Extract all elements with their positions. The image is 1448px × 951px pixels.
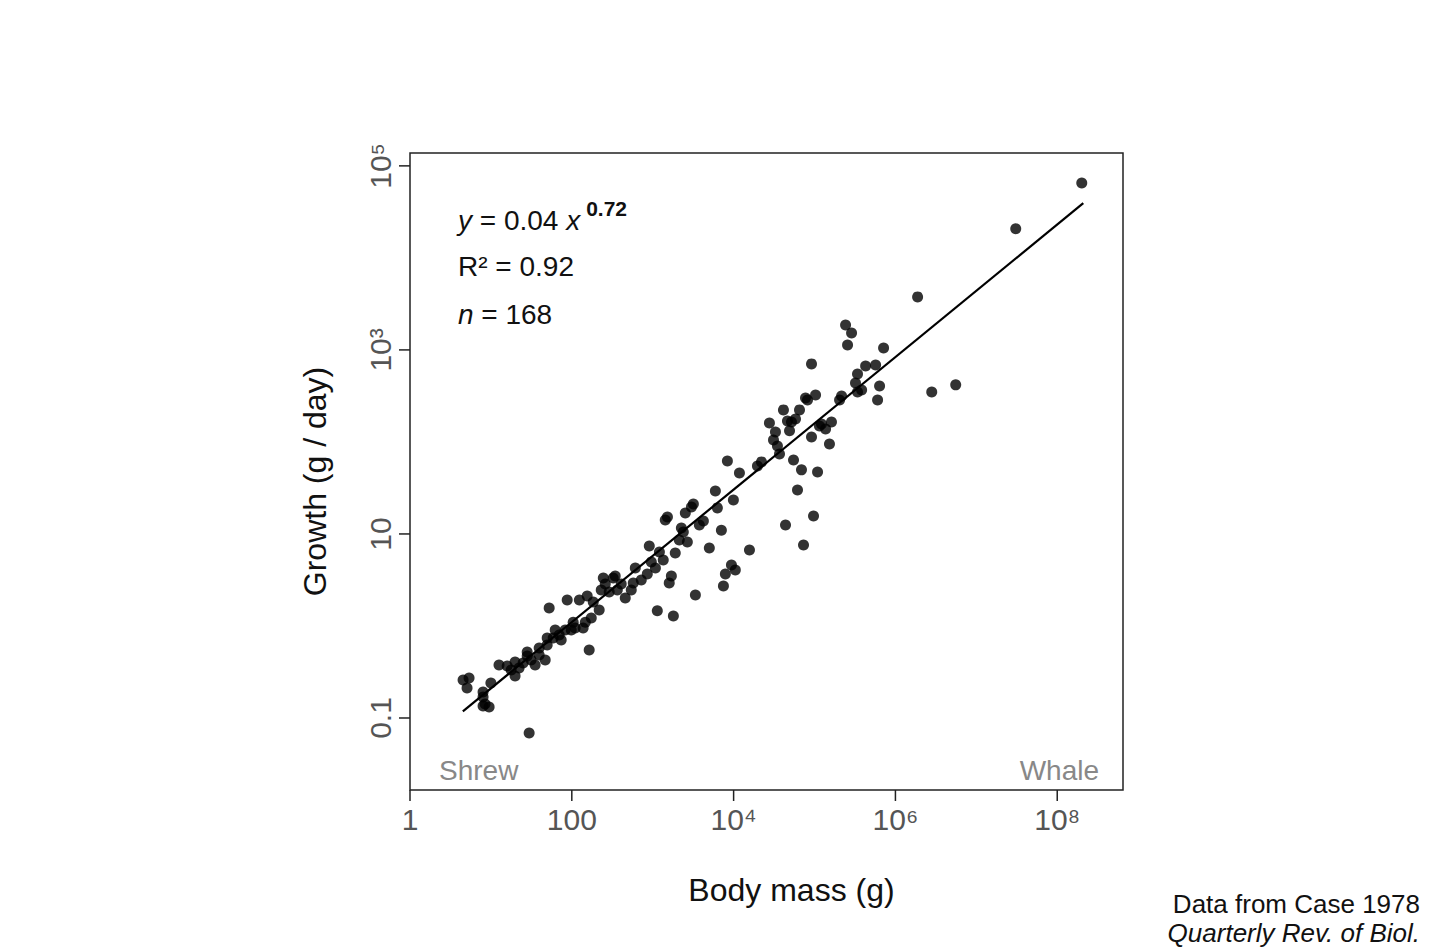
svg-text:n: n	[458, 299, 474, 330]
svg-text:y: y	[458, 204, 472, 236]
svg-text:10⁸: 10⁸	[1034, 803, 1080, 836]
svg-text:10⁶: 10⁶	[873, 803, 919, 836]
svg-text:10: 10	[364, 517, 397, 550]
svg-text:= 168: = 168	[474, 299, 553, 330]
svg-text:= 0.04: = 0.04	[472, 205, 566, 236]
svg-text:10⁵: 10⁵	[364, 143, 397, 189]
svg-text:Body mass (g): Body mass (g)	[688, 872, 894, 908]
svg-text:1: 1	[402, 803, 419, 836]
svg-text:Quarterly Rev. of Biol.: Quarterly Rev. of Biol.	[1168, 918, 1420, 948]
svg-text:R² = 0.92: R² = 0.92	[458, 251, 574, 282]
svg-text:x: x	[564, 205, 581, 236]
svg-text:Growth (g / day): Growth (g / day)	[297, 367, 333, 596]
svg-text:Data from Case 1978: Data from Case 1978	[1173, 889, 1420, 919]
svg-text:100: 100	[547, 803, 597, 836]
svg-text:Whale: Whale	[1020, 755, 1099, 786]
svg-text:Shrew: Shrew	[439, 755, 519, 786]
svg-text:0.1: 0.1	[364, 697, 397, 739]
svg-text:10⁴: 10⁴	[710, 803, 756, 836]
svg-text:0.72: 0.72	[586, 197, 627, 220]
svg-text:10³: 10³	[364, 328, 397, 371]
